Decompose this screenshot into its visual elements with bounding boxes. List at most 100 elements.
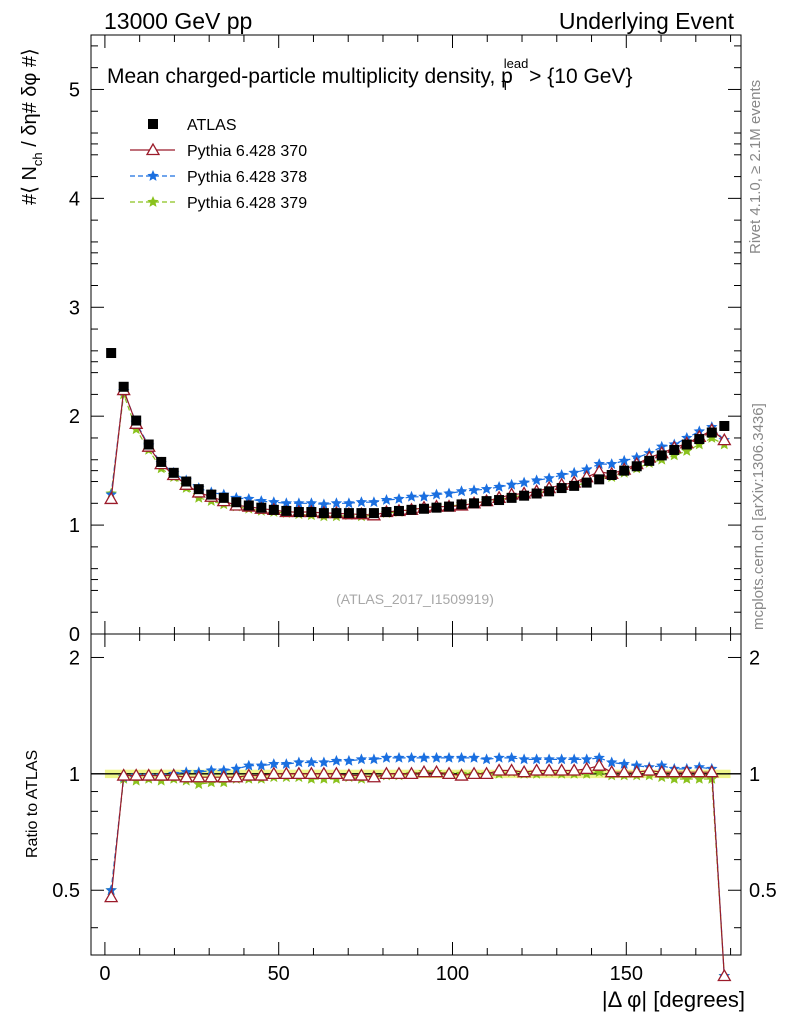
pythia-379-line [110, 394, 725, 518]
atlas-point [143, 439, 154, 450]
atlas-point [306, 507, 317, 518]
ratio-pythia-370-point [116, 768, 131, 781]
ratio-pythia-370-point [216, 769, 231, 783]
ratio-pythia-379-line [110, 771, 725, 977]
atlas-point [231, 497, 242, 508]
pythia-378-point [405, 490, 418, 502]
y-tick-label: 0 [69, 624, 80, 646]
pythia-378-point [443, 487, 455, 499]
ratio-pythia-379-point [693, 773, 705, 784]
atlas-point [368, 508, 379, 519]
ratio-pythia-370-point [567, 763, 582, 776]
pythia-378-point [318, 498, 330, 510]
ratio-pythia-370-point [379, 766, 394, 780]
ratio-pythia-370-point [229, 769, 244, 783]
ratio-pythia-370-point [654, 764, 669, 778]
pythia-378-point [530, 474, 543, 486]
ratio-pythia-370-point [692, 764, 707, 778]
ratio-frame [90, 633, 742, 956]
ratio-pythia-370-point [366, 769, 382, 783]
atlas-point [118, 381, 129, 392]
pythia-378-point [493, 481, 505, 492]
atlas-point [631, 461, 642, 472]
atlas-point [519, 490, 530, 501]
ratio-pythia-378-point [255, 759, 267, 771]
atlas-point [531, 488, 542, 499]
pythia-378-point [618, 454, 630, 466]
pythia-378-point [468, 484, 480, 496]
ratio-pythia-370-point [704, 764, 719, 778]
atlas-point [418, 503, 429, 514]
ratio-y-tick-label-right: 0.5 [749, 880, 777, 902]
analysis-label: Underlying Event [559, 8, 735, 34]
atlas-point [544, 486, 555, 497]
atlas-point [681, 439, 692, 450]
ratio-pythia-378-point [343, 754, 355, 766]
x-tick-label: 50 [268, 963, 290, 985]
ratio-y-tick-label-right: 2 [749, 647, 760, 669]
ratio-pythia-378-point [355, 753, 368, 765]
atlas-point [694, 434, 705, 445]
ratio-pythia-370-point [341, 768, 357, 781]
ratio-pythia-378-point [493, 751, 505, 763]
legend: ATLAS Pythia 6.428 370 Pythia 6.428 378 Pyt… [130, 117, 307, 212]
pythia-378-point [305, 497, 318, 509]
ratio-pythia-378-point [318, 756, 330, 768]
atlas-point [619, 465, 630, 476]
atlas-point [431, 502, 442, 513]
atlas-point [206, 489, 217, 500]
ratio-pythia-370-point [354, 768, 369, 781]
ratio-pythia-378-point [305, 756, 318, 768]
y-tick-label: 4 [69, 188, 80, 210]
ratio-pythia-378-point [330, 754, 343, 766]
atlas-point [656, 450, 667, 461]
main-panel: Mean charged-particle multiplicity densi… [69, 34, 742, 646]
legend-label: Pythia 6.428 370 [187, 143, 307, 160]
pythia-378-point [568, 466, 580, 478]
y-tick-label: 2 [69, 406, 80, 428]
ratio-pythia-370-point [316, 766, 332, 780]
ratio-pythia-379-point [193, 778, 205, 790]
atlas-point [644, 455, 655, 466]
atlas-point [581, 477, 592, 488]
ratio-data-series [104, 751, 732, 982]
ratio-pythia-370-line [110, 765, 725, 977]
energy-label: 13000 GeV pp [104, 8, 252, 34]
x-axis-label: |Δ φ| [degrees] [602, 987, 745, 1012]
ratio-pythia-378-point [530, 753, 543, 765]
ratio-pythia-370-point [466, 766, 482, 780]
pythia-378-point [368, 496, 380, 508]
legend-marker [147, 170, 159, 181]
ratio-pythia-370-point [491, 763, 507, 776]
x-tick-label: 100 [436, 963, 469, 985]
atlas-point [343, 508, 354, 519]
atlas-point [506, 492, 517, 503]
legend-marker [147, 196, 159, 207]
pythia-378-point [606, 458, 618, 469]
atlas-point [268, 504, 279, 515]
atlas-point [168, 467, 179, 478]
atlas-point [594, 474, 605, 485]
atlas-point [193, 484, 204, 495]
main-title: Mean charged-particle multiplicity densi… [107, 56, 633, 93]
pythia-379-point [681, 445, 693, 456]
ratio-pythia-370-point [241, 768, 256, 781]
pythia-378-point [355, 496, 368, 508]
pythia-378-point [455, 485, 468, 497]
ratio-pythia-370-point [504, 763, 519, 776]
ratio-pythia-370-point [642, 763, 657, 776]
pythia-378-point [581, 463, 593, 475]
atlas-point [243, 500, 254, 511]
ratio-pythia-378-point [218, 764, 230, 776]
legend-label: Pythia 6.428 378 [187, 169, 307, 186]
ratio-pythia-370-point [404, 766, 419, 780]
atlas-point [256, 502, 267, 513]
legend-label: Pythia 6.428 379 [187, 195, 307, 212]
ratio-pythia-370-point [429, 764, 444, 778]
pythia-378-point [418, 490, 430, 502]
pythia-378-point [505, 478, 518, 490]
atlas-point [606, 469, 617, 480]
ratio-pythia-378-point [618, 758, 630, 769]
ratio-pythia-370-point [542, 763, 557, 776]
